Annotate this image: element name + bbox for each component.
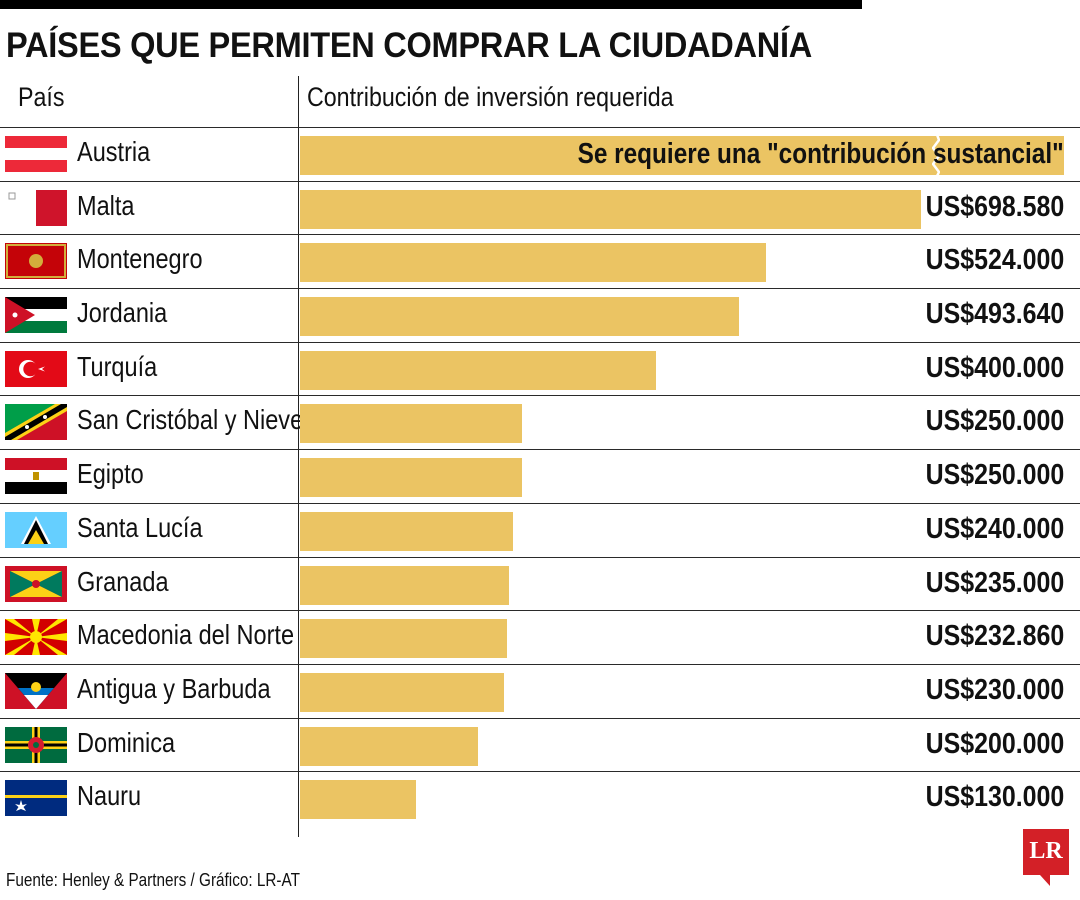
value-label: US$200.000 (925, 727, 1064, 760)
bar (300, 189, 921, 229)
value-label: US$130.000 (925, 781, 1064, 814)
bar (300, 243, 766, 283)
value-label: US$232.860 (925, 620, 1064, 653)
austria-flag-icon (5, 136, 67, 172)
turkey-flag-icon (5, 350, 67, 387)
malta-flag-icon (5, 189, 67, 226)
table-row: Turquía US$400.000 (0, 341, 1080, 396)
country-label: San Cristóbal y Nieves (77, 404, 315, 436)
value-label: US$230.000 (925, 673, 1064, 706)
egypt-flag-icon (5, 458, 67, 495)
country-label: Austria (77, 136, 151, 167)
country-label: Santa Lucía (77, 511, 203, 543)
bar (300, 780, 416, 820)
source-note: Fuente: Henley & Partners / Gráfico: LR-… (6, 870, 300, 890)
bar (300, 404, 522, 444)
saint-kitts-flag-icon (5, 404, 67, 441)
table-row: Malta US$698.580 (0, 180, 1080, 235)
country-label: Antigua y Barbuda (77, 672, 271, 704)
grenada-flag-icon (5, 565, 67, 602)
bar-note: Se requiere una "contribución sustancial… (577, 138, 1064, 170)
table-row: Austria Se requiere una "contribución sus… (0, 127, 1080, 181)
bar (300, 458, 522, 498)
country-label: Jordania (77, 297, 168, 329)
value-label: US$524.000 (925, 244, 1064, 277)
column-divider (298, 76, 299, 837)
table-row: Jordania US$493.640 (0, 288, 1080, 342)
table-row: Dominica US$200.000 (0, 717, 1080, 772)
country-label: Macedonia del Norte (77, 619, 295, 651)
lr-logo: LR (1023, 829, 1069, 875)
value-label: US$235.000 (925, 566, 1064, 599)
jordan-flag-icon (5, 297, 67, 334)
chart-title: PAÍSES QUE PERMITEN COMPRAR LA CIUDADANÍ… (6, 26, 812, 65)
table-row: Macedonia del Norte US$232.860 (0, 610, 1080, 664)
value-label: US$250.000 (925, 405, 1064, 438)
country-label: Malta (77, 189, 135, 221)
antigua-flag-icon (5, 672, 67, 709)
bar (300, 619, 507, 659)
country-label: Nauru (77, 780, 142, 812)
table-row: Nauru US$130.000 (0, 771, 1080, 825)
value-label: US$250.000 (925, 459, 1064, 492)
bar (300, 350, 656, 390)
north-macedonia-flag-icon (5, 619, 67, 656)
saint-lucia-flag-icon (5, 511, 67, 548)
dominica-flag-icon (5, 726, 67, 763)
lr-logo-text: LR (1029, 838, 1063, 864)
country-column-header: País (18, 82, 65, 112)
top-rule (0, 0, 862, 9)
value-label: US$240.000 (925, 512, 1064, 545)
chart-rows: Austria Se requiere una "contribución sus… (0, 127, 1080, 825)
table-row: Granada US$235.000 (0, 556, 1080, 611)
country-label: Dominica (77, 726, 176, 758)
country-label: Egipto (77, 458, 144, 490)
table-row: Montenegro US$524.000 (0, 234, 1080, 288)
table-row: Egipto US$250.000 (0, 449, 1080, 503)
value-label: US$400.000 (925, 351, 1064, 384)
montenegro-flag-icon (5, 243, 67, 280)
nauru-flag-icon (5, 780, 67, 817)
table-row: Santa Lucía US$240.000 (0, 502, 1080, 557)
value-label: US$493.640 (925, 298, 1064, 331)
bar (300, 511, 513, 551)
table-row: San Cristóbal y Nieves US$250.000 (0, 395, 1080, 449)
country-label: Montenegro (77, 243, 203, 275)
bar (300, 672, 504, 712)
bar (300, 726, 478, 766)
value-column-header: Contribución de inversión requerida (307, 82, 674, 112)
table-row: Antigua y Barbuda US$230.000 (0, 663, 1080, 718)
lr-logo-tail (1040, 875, 1050, 886)
axis-break-icon (931, 131, 941, 179)
value-label: US$698.580 (925, 190, 1064, 223)
bar (300, 297, 739, 337)
country-label: Turquía (77, 350, 158, 382)
country-label: Granada (77, 565, 169, 597)
bar (300, 565, 509, 605)
